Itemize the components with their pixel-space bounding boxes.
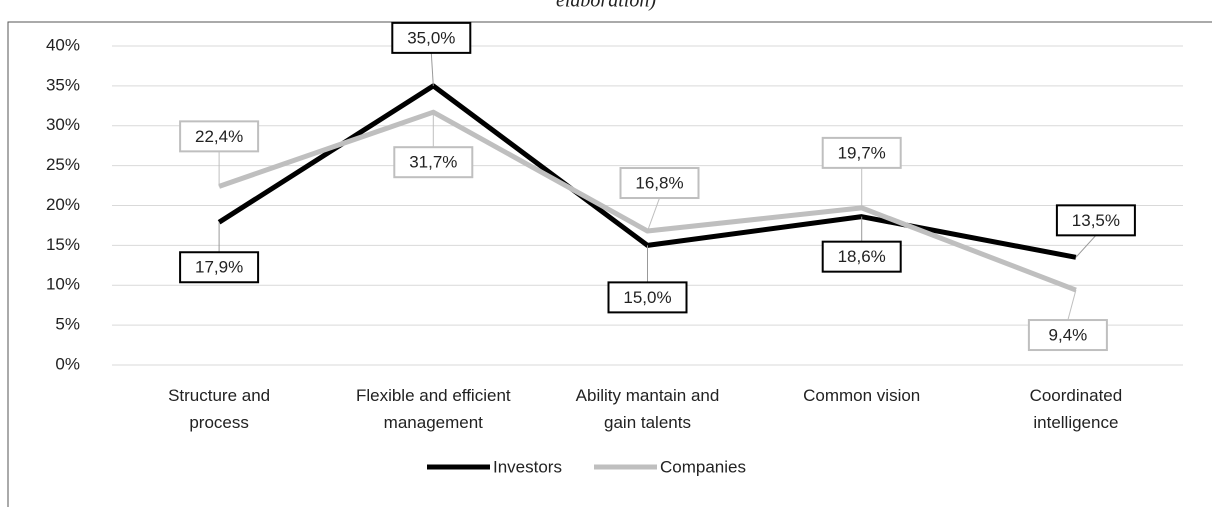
- data-label: 35,0%: [407, 28, 455, 47]
- data-label: 18,6%: [838, 247, 886, 266]
- x-tick-label: Common vision: [803, 386, 920, 405]
- y-tick-label: 0%: [55, 354, 80, 373]
- data-label: 16,8%: [635, 174, 683, 193]
- data-label: 19,7%: [838, 143, 886, 162]
- data-label: 22,4%: [195, 127, 243, 146]
- chart-frame: [7, 21, 1212, 507]
- leader-line: [1075, 235, 1097, 258]
- y-tick-label: 5%: [55, 315, 80, 334]
- data-label: 9,4%: [1049, 326, 1088, 345]
- data-label-box: [619, 167, 700, 200]
- data-label-box: [393, 146, 474, 179]
- y-tick-label: 25%: [46, 155, 80, 174]
- data-label: 17,9%: [195, 258, 243, 277]
- y-tick-label: 20%: [46, 195, 80, 214]
- data-label: 13,5%: [1072, 211, 1120, 230]
- leader-line: [430, 52, 434, 86]
- leader-line: [1067, 289, 1077, 321]
- y-tick-label: 35%: [46, 75, 80, 94]
- y-tick-label: 30%: [46, 115, 80, 134]
- data-label: 15,0%: [623, 288, 671, 307]
- y-tick-label: 15%: [46, 235, 80, 254]
- data-label-box: [179, 251, 260, 284]
- data-label-box: [391, 21, 472, 54]
- leader-line: [647, 197, 660, 232]
- y-tick-label: 10%: [46, 275, 80, 294]
- data-label-box: [821, 240, 902, 273]
- x-tick-label: Structure and process: [168, 386, 270, 432]
- caption: elaboration): [556, 0, 656, 12]
- x-tick-label: Ability mantain and gain talents: [576, 386, 720, 432]
- data-label-box: [1027, 319, 1108, 352]
- data-label: 31,7%: [409, 153, 457, 172]
- legend-label: Investors: [493, 457, 562, 476]
- data-label-box: [607, 281, 688, 314]
- legend-label: Companies: [660, 457, 746, 476]
- data-label-box: [1055, 204, 1136, 237]
- data-label-box: [821, 136, 902, 169]
- data-label-box: [179, 120, 260, 153]
- x-tick-label: Coordinated intelligence: [1030, 386, 1123, 432]
- x-tick-label: Flexible and efficient management: [356, 386, 511, 432]
- y-tick-label: 40%: [46, 35, 80, 54]
